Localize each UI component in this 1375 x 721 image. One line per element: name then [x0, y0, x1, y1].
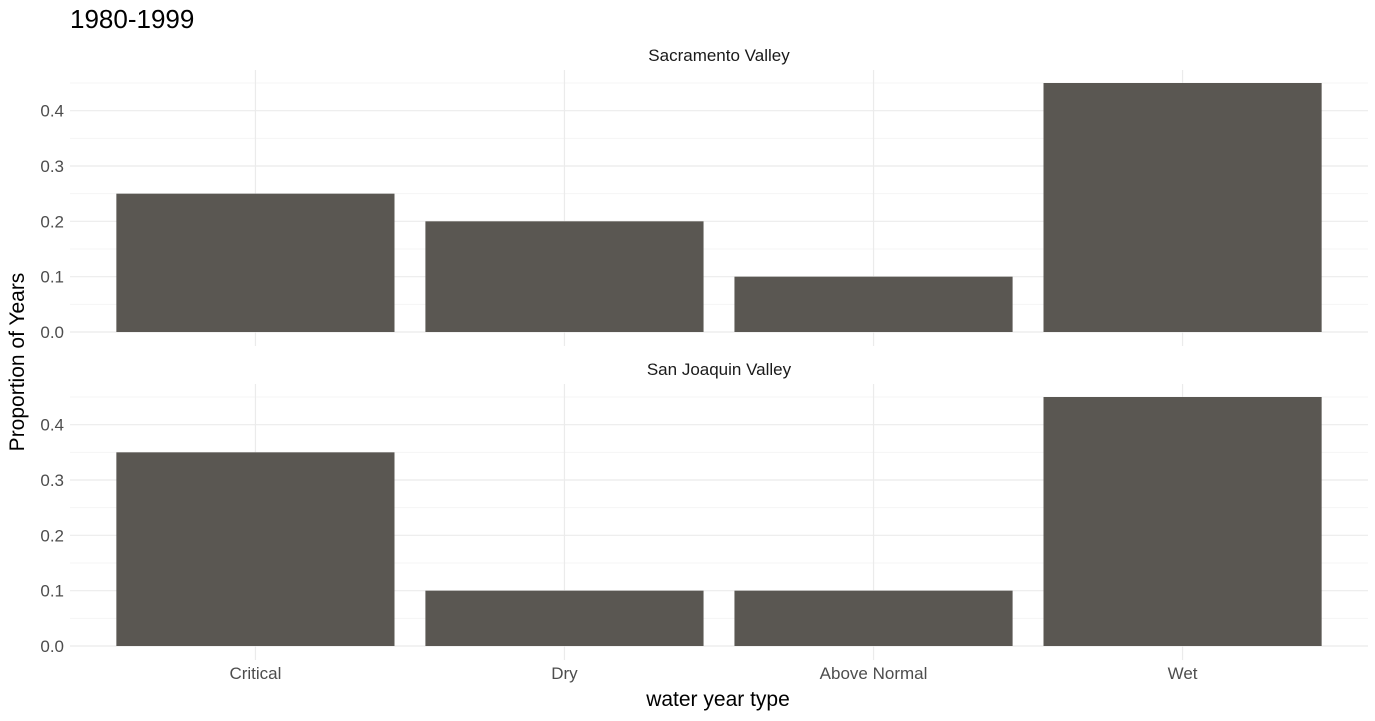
y-tick-label: 0.4 — [40, 416, 64, 435]
panel-1: San Joaquin Valley 0.0 0.1 0.2 0.3 0.4 — [40, 360, 1368, 660]
x-tick-label: Critical — [229, 664, 281, 683]
y-tick-label: 0.0 — [40, 323, 64, 342]
chart-title: 1980-1999 — [70, 4, 194, 34]
bar-above-normal — [734, 276, 1013, 332]
panel-strip-label: Sacramento Valley — [648, 46, 790, 65]
y-tick-label: 0.2 — [40, 212, 64, 231]
panel-strip-label: San Joaquin Valley — [647, 360, 792, 379]
panel-0: Sacramento Valley 0.0 0.1 0.2 0.3 0.4 — [40, 46, 1368, 346]
y-tick-label: 0.1 — [40, 582, 64, 601]
bar-critical — [116, 193, 395, 332]
y-tick-label: 0.3 — [40, 471, 64, 490]
x-axis-title: water year type — [645, 688, 790, 711]
y-axis-title: Proportion of Years — [6, 273, 29, 452]
bar-dry — [425, 590, 704, 646]
x-axis-ticks: Critical Dry Above Normal Wet — [229, 664, 1197, 683]
y-tick-label: 0.0 — [40, 637, 64, 656]
x-tick-label: Wet — [1168, 664, 1198, 683]
x-tick-label: Dry — [551, 664, 578, 683]
y-tick-label: 0.3 — [40, 157, 64, 176]
y-tick-label: 0.4 — [40, 102, 64, 121]
bar-wet — [1043, 83, 1322, 332]
bar-above-normal — [734, 590, 1013, 646]
y-tick-label: 0.2 — [40, 526, 64, 545]
y-tick-label: 0.1 — [40, 268, 64, 287]
bar-dry — [425, 221, 704, 332]
bar-critical — [116, 452, 395, 646]
bar-wet — [1043, 397, 1322, 646]
x-tick-label: Above Normal — [820, 664, 928, 683]
